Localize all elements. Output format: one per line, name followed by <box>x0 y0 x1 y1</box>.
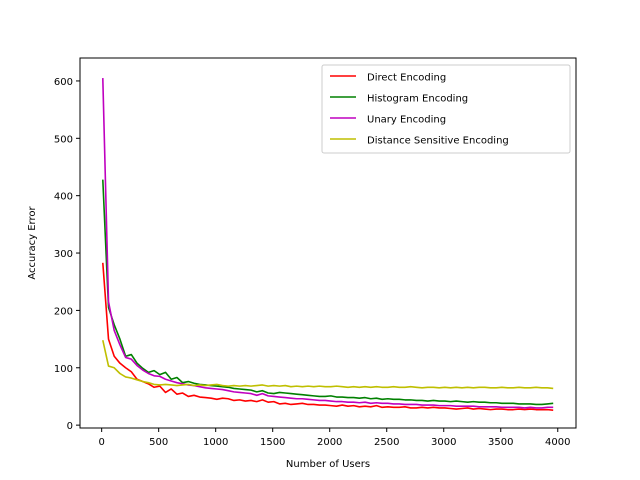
y-tick-label: 500 <box>54 134 73 145</box>
legend-box <box>321 64 571 154</box>
x-tick-label: 2500 <box>374 437 399 448</box>
y-tick-label: 0 <box>67 421 73 432</box>
x-tick-label: 3500 <box>488 437 513 448</box>
y-tick-label: 300 <box>54 249 73 260</box>
series-line-distance-sensitive-encoding <box>102 340 554 390</box>
x-tick-label: 0 <box>98 437 104 448</box>
legend-label-histogram-encoding: Histogram Encoding <box>367 94 468 105</box>
x-tick-label: 4000 <box>545 437 570 448</box>
y-axis-ticks: 0 100 200 300 400 500 600 <box>54 77 80 432</box>
series-line-direct-encoding <box>102 262 554 412</box>
y-tick-label: 400 <box>54 192 73 203</box>
legend: Direct Encoding Histogram Encoding Unary E… <box>321 64 571 154</box>
x-tick-label: 1500 <box>260 437 285 448</box>
y-tick-label: 100 <box>54 364 73 375</box>
x-tick-label: 500 <box>149 437 168 448</box>
y-tick-label: 600 <box>54 77 73 88</box>
y-tick-label: 200 <box>54 306 73 317</box>
legend-label-direct-encoding: Direct Encoding <box>367 73 446 84</box>
x-tick-label: 1000 <box>203 437 228 448</box>
x-axis-label: Number of Users <box>286 459 370 470</box>
legend-label-unary-encoding: Unary Encoding <box>367 115 446 126</box>
legend-label-distance-sensitive-encoding: Distance Sensitive Encoding <box>367 136 509 147</box>
y-axis-label: Accuracy Error <box>27 206 38 280</box>
series-line-histogram-encoding <box>102 179 554 406</box>
x-tick-label: 3000 <box>431 437 456 448</box>
x-tick-label: 2000 <box>317 437 342 448</box>
plot-frame <box>79 57 577 429</box>
series-line-unary-encoding <box>102 78 554 409</box>
x-axis-ticks: 0 500 1000 1500 2000 2500 3000 3500 4000 <box>98 428 570 448</box>
series-layer <box>102 78 554 412</box>
